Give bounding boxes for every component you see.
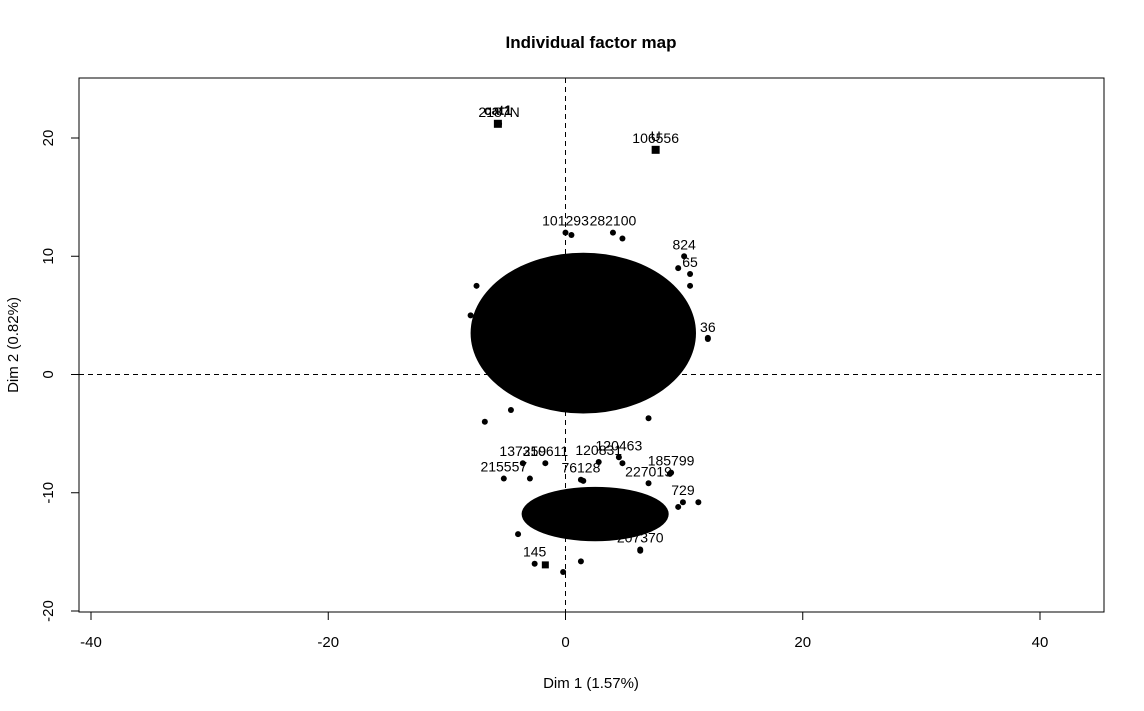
data-point [560,568,567,575]
data-point [679,499,686,506]
data-point [467,312,474,319]
data-point [473,282,480,289]
data-point [681,253,688,260]
point-label: 282100 [590,213,637,229]
point-cloud-1 [470,252,696,414]
data-point [645,415,652,422]
data-point [695,499,702,506]
data-point [568,231,575,238]
point-label: 120463 [596,437,643,453]
y-tick-label: 0 [40,370,57,378]
point-cloud-2 [521,486,669,542]
point-label: 106556 [632,130,679,146]
y-axis-label: Dim 2 (0.82%) [5,297,22,393]
point-label: 65 [682,254,698,270]
data-point [519,460,526,467]
point-label: 215557 [480,459,527,475]
data-point [619,460,626,467]
point-label: 310611 [522,443,568,459]
data-point [652,146,659,153]
x-tick-label: -40 [80,634,102,651]
data-point [637,546,644,553]
point-label: 145 [523,544,547,560]
x-tick-label: -20 [317,634,339,651]
data-point [704,336,711,343]
data-point [615,454,622,461]
data-point [675,265,682,272]
x-tick-label: 0 [561,634,569,651]
chart-title: Individual factor map [506,33,677,52]
data-point [645,480,652,487]
category-point [541,561,549,569]
point-label: 120831 [575,442,622,458]
category-label: U [651,128,661,144]
data-point [687,282,694,289]
point-label: 729 [671,482,695,498]
data-point [598,534,605,541]
point-label: 101293 [542,213,589,229]
data-point [577,558,584,565]
y-tick-label: 10 [40,248,57,265]
data-point [481,418,488,425]
y-tick-label: -20 [40,600,57,622]
data-point [577,476,584,483]
category-label: cat1 [484,102,512,118]
y-tick-label: 20 [40,130,57,147]
point-label: 185799 [648,453,695,469]
point-label: 207370 [617,530,664,546]
point-label: 824 [672,236,696,252]
point-label: 227019 [625,463,672,479]
data-point [515,531,522,538]
point-label: 36 [700,319,716,335]
y-tick-label: -10 [40,482,57,504]
data-point [675,503,682,510]
data-point [542,460,549,467]
x-tick-label: 40 [1032,634,1049,651]
data-point [500,475,507,482]
data-point [668,469,675,476]
point-label: 137259 [499,443,546,459]
data-point [496,120,503,127]
data-point [609,229,616,236]
point-label: 76128 [561,460,600,476]
data-point [619,235,626,242]
point-label: 2187N [478,104,519,120]
data-point [595,459,602,466]
x-tick-label: 20 [794,634,811,651]
data-point [562,229,569,236]
x-axis-label: Dim 1 (1.57%) [543,675,639,692]
data-point [531,560,538,567]
data-point [687,270,694,277]
data-point [526,475,533,482]
data-point [507,406,514,413]
